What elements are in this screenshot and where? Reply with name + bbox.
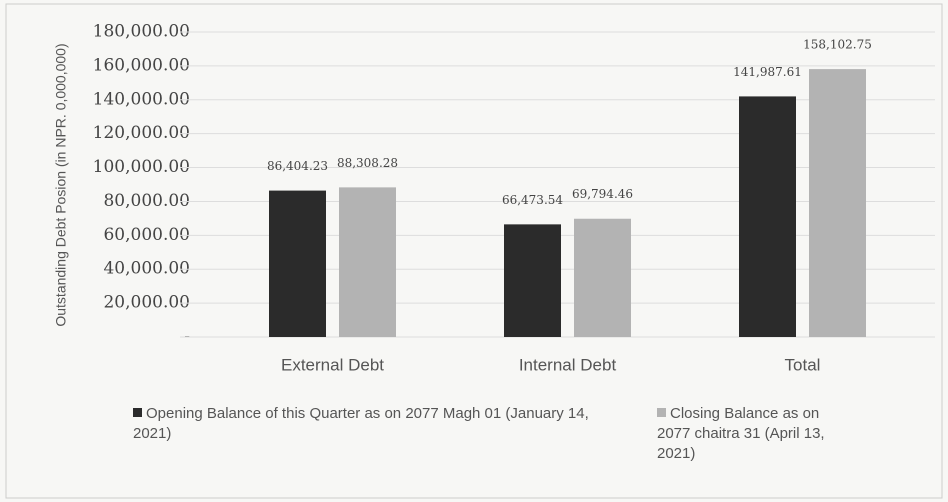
y-tick-label: 100,000.00 xyxy=(93,157,190,177)
y-tick-label: 140,000.00 xyxy=(93,89,190,109)
y-tick-label: 180,000.00 xyxy=(93,22,190,42)
bar xyxy=(269,190,326,337)
x-tick-label: External Debt xyxy=(281,355,384,374)
value-label: 141,987.61 xyxy=(733,65,802,79)
bar xyxy=(809,69,866,338)
y-tick-label: 160,000.00 xyxy=(93,55,190,75)
frame-border xyxy=(5,3,943,499)
legend-swatch xyxy=(133,408,142,417)
legend-item: Closing Balance as on 2077 chaitra 31 (A… xyxy=(657,404,842,464)
y-axis-label: Outstanding Debt Posion (in NPR. 0,000,0… xyxy=(53,43,69,326)
value-label: 158,102.75 xyxy=(803,38,872,52)
x-tick-label: Internal Debt xyxy=(519,355,617,374)
value-label: 86,404.23 xyxy=(267,159,328,173)
value-label: 69,794.46 xyxy=(572,187,633,201)
value-label: 88,308.28 xyxy=(337,156,398,170)
y-tick-label: 120,000.00 xyxy=(93,123,190,143)
y-tick-label: 60,000.00 xyxy=(103,225,190,245)
bar xyxy=(339,187,396,337)
y-tick-label: 80,000.00 xyxy=(103,191,190,211)
legend-item: Opening Balance of this Quarter as on 20… xyxy=(133,404,593,444)
y-tick-label: 40,000.00 xyxy=(103,259,190,279)
legend-label: Closing Balance as on 2077 chaitra 31 (A… xyxy=(657,405,825,462)
y-tick-label: 20,000.00 xyxy=(103,293,190,313)
bar xyxy=(504,224,561,337)
bar xyxy=(739,96,796,337)
x-tick-label: Total xyxy=(785,355,821,374)
bar xyxy=(574,218,631,337)
value-label: 66,473.54 xyxy=(502,193,563,207)
legend-swatch xyxy=(657,408,666,417)
legend-label: Opening Balance of this Quarter as on 20… xyxy=(133,405,589,442)
